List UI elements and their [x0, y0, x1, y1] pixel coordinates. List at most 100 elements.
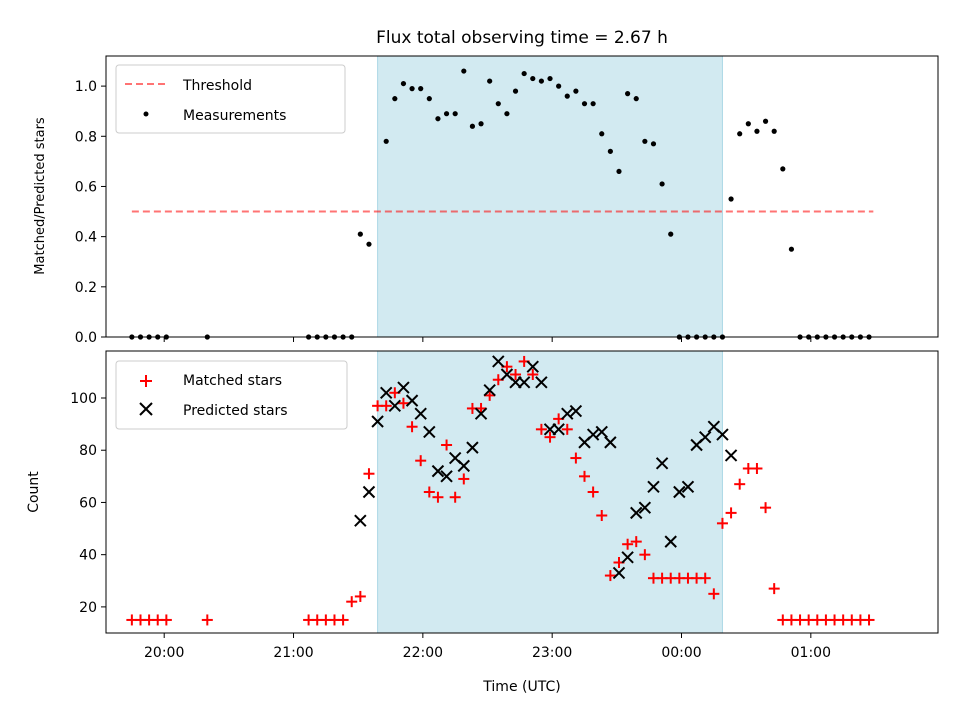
- predicted-star-point: [716, 428, 729, 441]
- predicted-star-point: [405, 394, 419, 407]
- measurement-point: [426, 96, 432, 102]
- predicted-star-point: [423, 425, 436, 439]
- predicted-star-point: [664, 535, 677, 548]
- measurement-point: [357, 231, 363, 237]
- measurement-point: [512, 88, 519, 94]
- predicted-star-point: [569, 404, 583, 418]
- top-y-tick-label: 0.8: [75, 129, 97, 145]
- matched-star-point: [760, 502, 772, 514]
- predicted-star-point: [647, 480, 660, 493]
- predicted-star-point: [681, 480, 695, 493]
- predicted-star-point: [474, 407, 488, 420]
- top-y-axis: 0.0 0.2 0.4 0.6 0.8 1.0: [75, 79, 106, 346]
- measurement-point: [530, 75, 536, 82]
- measurement-point: [469, 123, 476, 129]
- measurement-point: [616, 168, 622, 175]
- matched-star-point: [449, 491, 461, 503]
- x-tick-label: 20:00: [144, 645, 184, 661]
- measurement-point: [668, 231, 674, 237]
- measurement-point: [564, 93, 570, 99]
- predicted-star-point: [526, 360, 539, 373]
- predicted-star-point: [380, 386, 393, 399]
- matched-star-point: [751, 463, 763, 474]
- predicted-star-point: [362, 485, 376, 499]
- measurement-point: [581, 101, 588, 107]
- measurement-point: [788, 246, 795, 252]
- measurement-point: [590, 101, 596, 107]
- predicted-star-point: [492, 355, 505, 368]
- predicted-stars-legend-swatch: [139, 402, 153, 416]
- bottom-axes-frame: [105, 350, 939, 634]
- predicted-star-point: [724, 449, 738, 462]
- predicted-star-point: [535, 376, 548, 389]
- top-axes-frame: [105, 55, 939, 338]
- matched-star-point: [570, 452, 582, 464]
- x-tick-label: 01:00: [791, 645, 831, 661]
- bottom-y-tick-label: 40: [79, 548, 97, 564]
- predicted-star-point: [621, 551, 634, 564]
- matched-star-point: [160, 614, 172, 626]
- chart-title: Flux total observing time = 2.67 h: [376, 28, 668, 48]
- top-observing-window: [377, 56, 723, 337]
- top-y-tick-label: 0.4: [75, 230, 97, 246]
- bottom-y-tick-label: 60: [79, 495, 97, 511]
- top-y-tick-label: 0.6: [75, 179, 97, 195]
- bottom-y-axis: 20 40 60 80 100: [70, 391, 106, 616]
- predicted-star-point: [586, 428, 600, 441]
- top-legend-box: [115, 64, 346, 134]
- measurement-point: [780, 166, 786, 172]
- matched-star-point: [363, 468, 375, 480]
- measurement-point: [599, 131, 605, 137]
- matched-star-point: [535, 423, 547, 435]
- predicted-star-point: [371, 415, 384, 428]
- matched-star-point: [458, 473, 470, 485]
- measurement-point: [754, 128, 760, 134]
- top-y-tick-label: 0.0: [75, 330, 97, 346]
- predicted-star-point: [440, 470, 453, 483]
- top-y-tick-label: 0.2: [75, 280, 97, 296]
- predicted-star-point: [595, 425, 608, 439]
- x-axis-label: Time (UTC): [482, 679, 560, 695]
- predicted-star-point: [354, 514, 367, 527]
- predicted-star-point: [604, 436, 617, 449]
- top-legend: Threshold Measurements: [115, 64, 346, 134]
- predicted-star-point: [638, 501, 652, 514]
- top-y-tick-label: 1.0: [75, 79, 97, 95]
- predicted-stars-legend-label: Predicted stars: [183, 403, 288, 419]
- measurements-series: [129, 68, 872, 340]
- predicted-star-point: [699, 430, 712, 444]
- measurement-point: [642, 138, 648, 144]
- measurement-point: [495, 101, 501, 107]
- matched-star-point: [725, 507, 737, 519]
- matched-stars-legend-swatch: [140, 375, 152, 387]
- matched-star-point: [768, 583, 780, 595]
- matched-star-point: [699, 572, 711, 584]
- predicted-star-point: [673, 485, 686, 499]
- measurement-point: [650, 141, 657, 147]
- x-tick-label: 22:00: [403, 645, 443, 661]
- matched-stars-series: [126, 355, 875, 626]
- measurement-point: [487, 78, 493, 84]
- measurement-point: [771, 128, 777, 134]
- matched-stars-legend-label: Matched stars: [183, 373, 282, 389]
- matched-star-point: [544, 431, 556, 443]
- matched-star-point: [510, 369, 522, 380]
- predicted-stars-series: [354, 355, 738, 580]
- bottom-observing-window: [377, 351, 723, 633]
- bottom-x-axis: 20:00 21:00 22:00 23:00 00:00 01:00: [144, 633, 831, 661]
- matched-star-point: [201, 614, 213, 626]
- matched-star-point: [716, 517, 728, 529]
- measurement-point: [728, 196, 734, 202]
- matched-star-point: [406, 421, 418, 433]
- measurement-point: [383, 138, 389, 144]
- measurement-point: [625, 91, 631, 97]
- matched-star-point: [380, 400, 392, 412]
- matched-star-point: [734, 478, 746, 490]
- matched-star-point: [423, 486, 435, 498]
- bottom-y-tick-label: 20: [79, 600, 97, 616]
- predicted-star-point: [655, 457, 669, 470]
- matched-star-point: [337, 614, 349, 626]
- bottom-y-tick-label: 80: [79, 443, 97, 459]
- panel-top: 0.0 0.2 0.4 0.6 0.8 1.0 Flux total observing …: [33, 28, 939, 346]
